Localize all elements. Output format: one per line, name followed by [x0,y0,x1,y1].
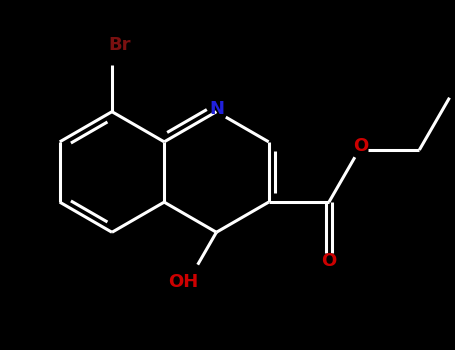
Text: N: N [209,100,224,118]
Text: Br: Br [108,36,131,54]
Text: O: O [353,137,368,155]
Text: OH: OH [168,273,198,291]
Text: O: O [321,252,337,270]
